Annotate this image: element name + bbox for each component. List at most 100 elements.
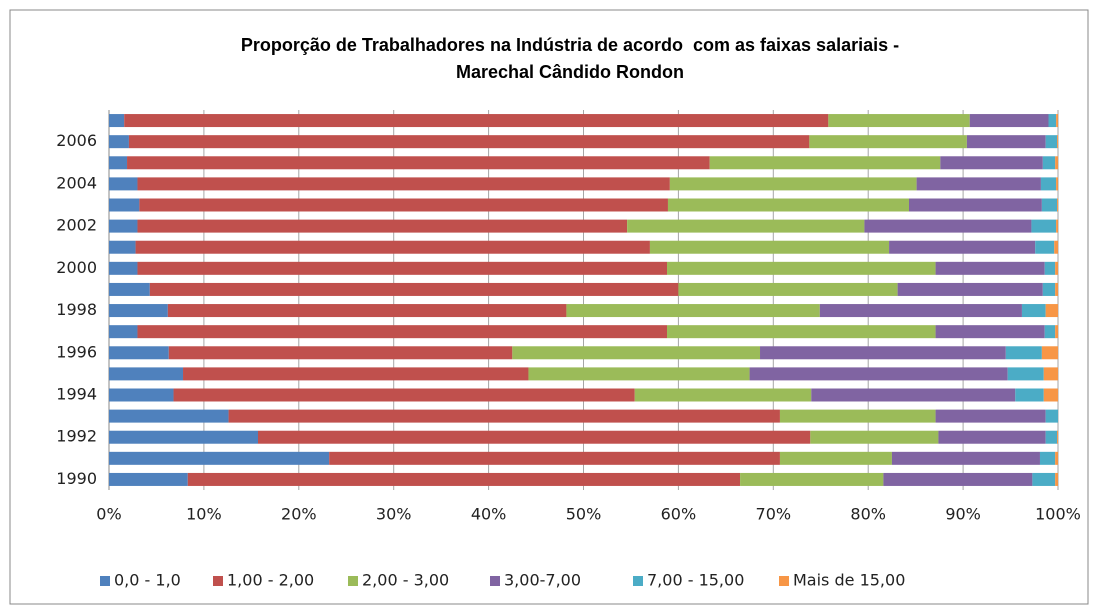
bar-segment [935, 409, 1046, 423]
chart-title: Proporção de Trabalhadores na Indústria … [240, 35, 905, 82]
bar-segment [1041, 346, 1058, 360]
bar-segment [810, 430, 939, 444]
bar-segment [940, 156, 1043, 170]
bar-segment [137, 261, 668, 275]
bar-segment [1044, 325, 1056, 339]
bar-segment [935, 261, 1045, 275]
bar-segment [1056, 114, 1058, 128]
bar-segment [667, 261, 936, 275]
bar-segment [909, 198, 1042, 212]
bar-segment [168, 346, 513, 360]
bar-segment [1021, 304, 1046, 318]
x-tick-label: 50% [566, 505, 602, 524]
bar-segment [109, 367, 184, 381]
bar-segment [1056, 219, 1058, 233]
bar-segment [1031, 219, 1057, 233]
bar-segment [109, 261, 138, 275]
bar-segment [1054, 240, 1058, 254]
bar-segment [109, 282, 150, 296]
bar-segment [779, 451, 892, 465]
bar-segment [935, 325, 1045, 339]
bar-segment [109, 346, 169, 360]
x-tick-label: 90% [945, 505, 981, 524]
bar-segment [779, 409, 936, 423]
bar-segment [1041, 198, 1058, 212]
bar-segment [889, 240, 1036, 254]
bar-segment [1042, 156, 1056, 170]
legend-swatch [779, 576, 789, 586]
y-tick-label: 2002 [56, 216, 97, 235]
bar-segment [966, 135, 1046, 149]
bar-segment [124, 114, 829, 128]
legend-swatch [490, 576, 500, 586]
bar-segment [1039, 451, 1056, 465]
bar-segment [228, 409, 780, 423]
bar-segment [109, 409, 229, 423]
x-tick-label: 10% [186, 505, 222, 524]
legend-swatch [100, 576, 110, 586]
bar-segment [139, 198, 668, 212]
bar-segment [1055, 451, 1058, 465]
bar-segment [1056, 177, 1058, 191]
bar-segment [128, 135, 810, 149]
bar-segment [183, 367, 529, 381]
bar-segment [257, 430, 811, 444]
legend-label: 0,0 - 1,0 [114, 571, 181, 590]
x-tick-label: 60% [661, 505, 697, 524]
x-tick-label: 100% [1035, 505, 1081, 524]
x-tick-label: 20% [281, 505, 317, 524]
bar-segment [938, 430, 1046, 444]
bar-segment [897, 282, 1043, 296]
bar-segment [109, 472, 188, 486]
bar-segment [137, 177, 670, 191]
bar-segment [528, 367, 750, 381]
bar-segment [667, 198, 910, 212]
bar-segment [1015, 388, 1044, 402]
bar-segment [749, 367, 1008, 381]
bar-segment [566, 304, 820, 318]
bar-segment [1055, 325, 1058, 339]
bar-segment [127, 156, 710, 170]
legend-swatch [213, 576, 223, 586]
bar-segment [135, 240, 650, 254]
bar-segment [109, 430, 258, 444]
bar-segment [1007, 367, 1044, 381]
bar-segment [1043, 388, 1058, 402]
bar-segment [173, 388, 635, 402]
bar-segment [187, 472, 741, 486]
bar-segment [811, 388, 1016, 402]
bar-segment [1044, 261, 1056, 275]
bar-segment [109, 198, 140, 212]
x-tick-label: 70% [756, 505, 792, 524]
legend-label: 3,00-7,00 [504, 571, 581, 590]
x-tick-label: 40% [471, 505, 507, 524]
bar-segment [137, 325, 668, 339]
legend-label: Mais de 15,00 [793, 571, 905, 590]
bar-segment [916, 177, 1041, 191]
bar-segment [1045, 135, 1058, 149]
y-tick-label: 1994 [56, 385, 97, 404]
bar-segment [109, 156, 128, 170]
legend-swatch [633, 576, 643, 586]
y-tick-label: 2006 [56, 131, 97, 150]
bar-segment [329, 451, 780, 465]
bar-segment [1057, 198, 1058, 212]
bar-segment [678, 282, 898, 296]
x-tick-label: 0% [96, 505, 121, 524]
bar-segment [1055, 282, 1058, 296]
bar-segment [828, 114, 970, 128]
bar-segment [864, 219, 1032, 233]
legend-label: 1,00 - 2,00 [227, 571, 314, 590]
bar-segment [1057, 430, 1058, 444]
bar-segment [891, 451, 1040, 465]
x-tick-label: 80% [850, 505, 886, 524]
bar-segment [760, 346, 1006, 360]
bar-segment [1032, 472, 1056, 486]
legend-label: 2,00 - 3,00 [362, 571, 449, 590]
bar-segment [809, 135, 967, 149]
bar-segment [512, 346, 761, 360]
bar-segment [1045, 304, 1058, 318]
legend-label: 7,00 - 15,00 [647, 571, 744, 590]
bar-segment [669, 177, 917, 191]
bar-segment [149, 282, 679, 296]
